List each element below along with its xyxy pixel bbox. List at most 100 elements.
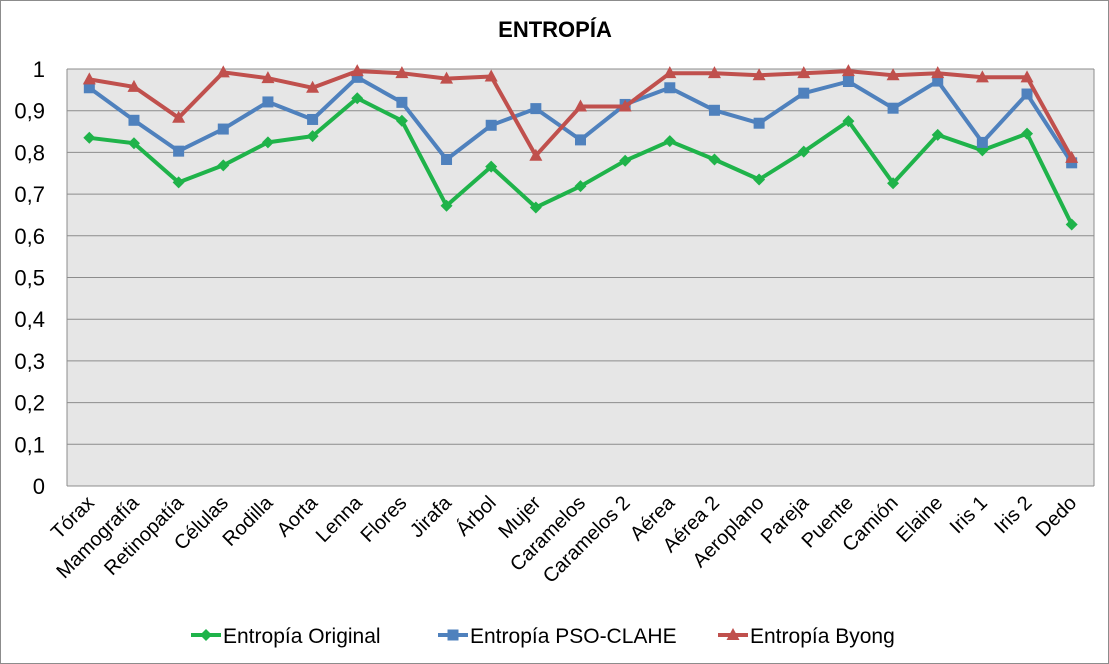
data-point [217, 123, 229, 135]
data-point [83, 82, 95, 94]
y-tick-label: 0,3 [14, 349, 45, 374]
data-point [262, 96, 274, 108]
data-point [708, 104, 720, 116]
data-point [530, 103, 542, 115]
data-point [798, 87, 810, 99]
x-tick-label: Iris 2 [990, 492, 1036, 538]
y-tick-label: 0,9 [14, 99, 45, 124]
data-point [1021, 88, 1033, 100]
data-point [395, 66, 409, 79]
data-point [82, 72, 96, 85]
data-point [395, 114, 408, 127]
data-point [529, 201, 542, 214]
data-point [440, 71, 454, 84]
data-point [351, 92, 364, 105]
data-point [261, 136, 274, 149]
data-point [708, 153, 721, 166]
data-point [842, 76, 854, 88]
data-point [752, 68, 766, 81]
x-tick-label: Lenna [312, 491, 368, 547]
data-point [618, 99, 632, 112]
data-point [529, 148, 543, 161]
series-3 [82, 64, 1079, 163]
data-point [484, 69, 498, 82]
data-point [976, 136, 988, 148]
data-point [841, 64, 855, 77]
data-point [485, 160, 498, 173]
data-point [351, 71, 363, 83]
data-point [128, 114, 140, 126]
y-tick-label: 0,2 [14, 391, 45, 416]
data-point [172, 110, 186, 123]
x-tick-label: Árbol [451, 491, 500, 540]
data-point [887, 177, 900, 190]
y-tick-label: 0,7 [14, 182, 45, 207]
data-point [753, 173, 766, 186]
data-point [83, 131, 96, 144]
data-point [753, 117, 765, 129]
y-tick-label: 0,5 [14, 266, 45, 291]
data-point [842, 115, 855, 128]
x-tick-label: Iris 1 [946, 492, 992, 538]
data-point [306, 130, 319, 143]
data-point [127, 137, 140, 150]
data-point [575, 134, 586, 146]
x-tick-label: Flores [357, 492, 412, 547]
data-point [886, 68, 900, 81]
data-point [931, 66, 945, 79]
data-point [619, 154, 632, 167]
data-point [975, 70, 989, 83]
legend-marker [726, 628, 740, 640]
data-point [350, 64, 364, 77]
y-tick-label: 0,6 [14, 224, 45, 249]
chart-title: ENTROPÍA [498, 17, 612, 42]
data-point [127, 79, 141, 92]
data-point [396, 96, 408, 108]
series-2 [83, 71, 1078, 169]
legend-marker [200, 629, 212, 641]
series-1 [83, 92, 1078, 231]
data-point [441, 153, 453, 165]
data-point [663, 66, 677, 79]
x-axis-ticks: TóraxMamografíaRetinopatíaCélulasRodilla… [47, 491, 1081, 587]
y-tick-label: 0,1 [14, 432, 45, 457]
legend: Entropía Original Entropía PSO-CLAHE Entro… [191, 625, 895, 648]
data-point [306, 80, 320, 93]
data-point [574, 99, 587, 112]
y-axis-ticks: 0 0,1 0,2 0,3 0,4 0,5 0,6 0,7 0,8 0,9 1 [14, 57, 45, 499]
y-tick-label: 0,8 [14, 140, 45, 165]
x-tick-label: Rodilla [219, 491, 278, 550]
x-tick-label: Elaine [892, 492, 947, 547]
data-point [1065, 150, 1079, 163]
data-point [217, 159, 230, 172]
data-point [1021, 127, 1034, 140]
y-tick-label: 0,4 [14, 307, 45, 332]
data-point [1065, 218, 1078, 231]
x-tick-label: Jirafa [406, 491, 457, 542]
y-tick-label: 1 [33, 57, 45, 82]
series-group [82, 64, 1079, 231]
data-point [172, 176, 185, 189]
data-point [173, 145, 185, 157]
legend-label: Entropía Original [223, 625, 381, 648]
data-point [485, 119, 497, 131]
data-point [931, 128, 944, 141]
y-tick-label: 0 [33, 474, 45, 499]
data-point [1020, 70, 1034, 83]
data-point [307, 113, 319, 125]
data-point [797, 66, 811, 79]
data-point [574, 180, 587, 193]
data-point [440, 199, 453, 212]
data-point [261, 71, 275, 84]
data-point [1066, 157, 1078, 169]
data-point [887, 102, 899, 114]
x-tick-label: Dedo [1032, 492, 1081, 541]
data-point [216, 65, 230, 78]
legend-marker [447, 629, 459, 641]
data-point [797, 145, 810, 158]
data-point [663, 135, 676, 148]
data-point [664, 82, 676, 94]
data-point [707, 66, 721, 79]
